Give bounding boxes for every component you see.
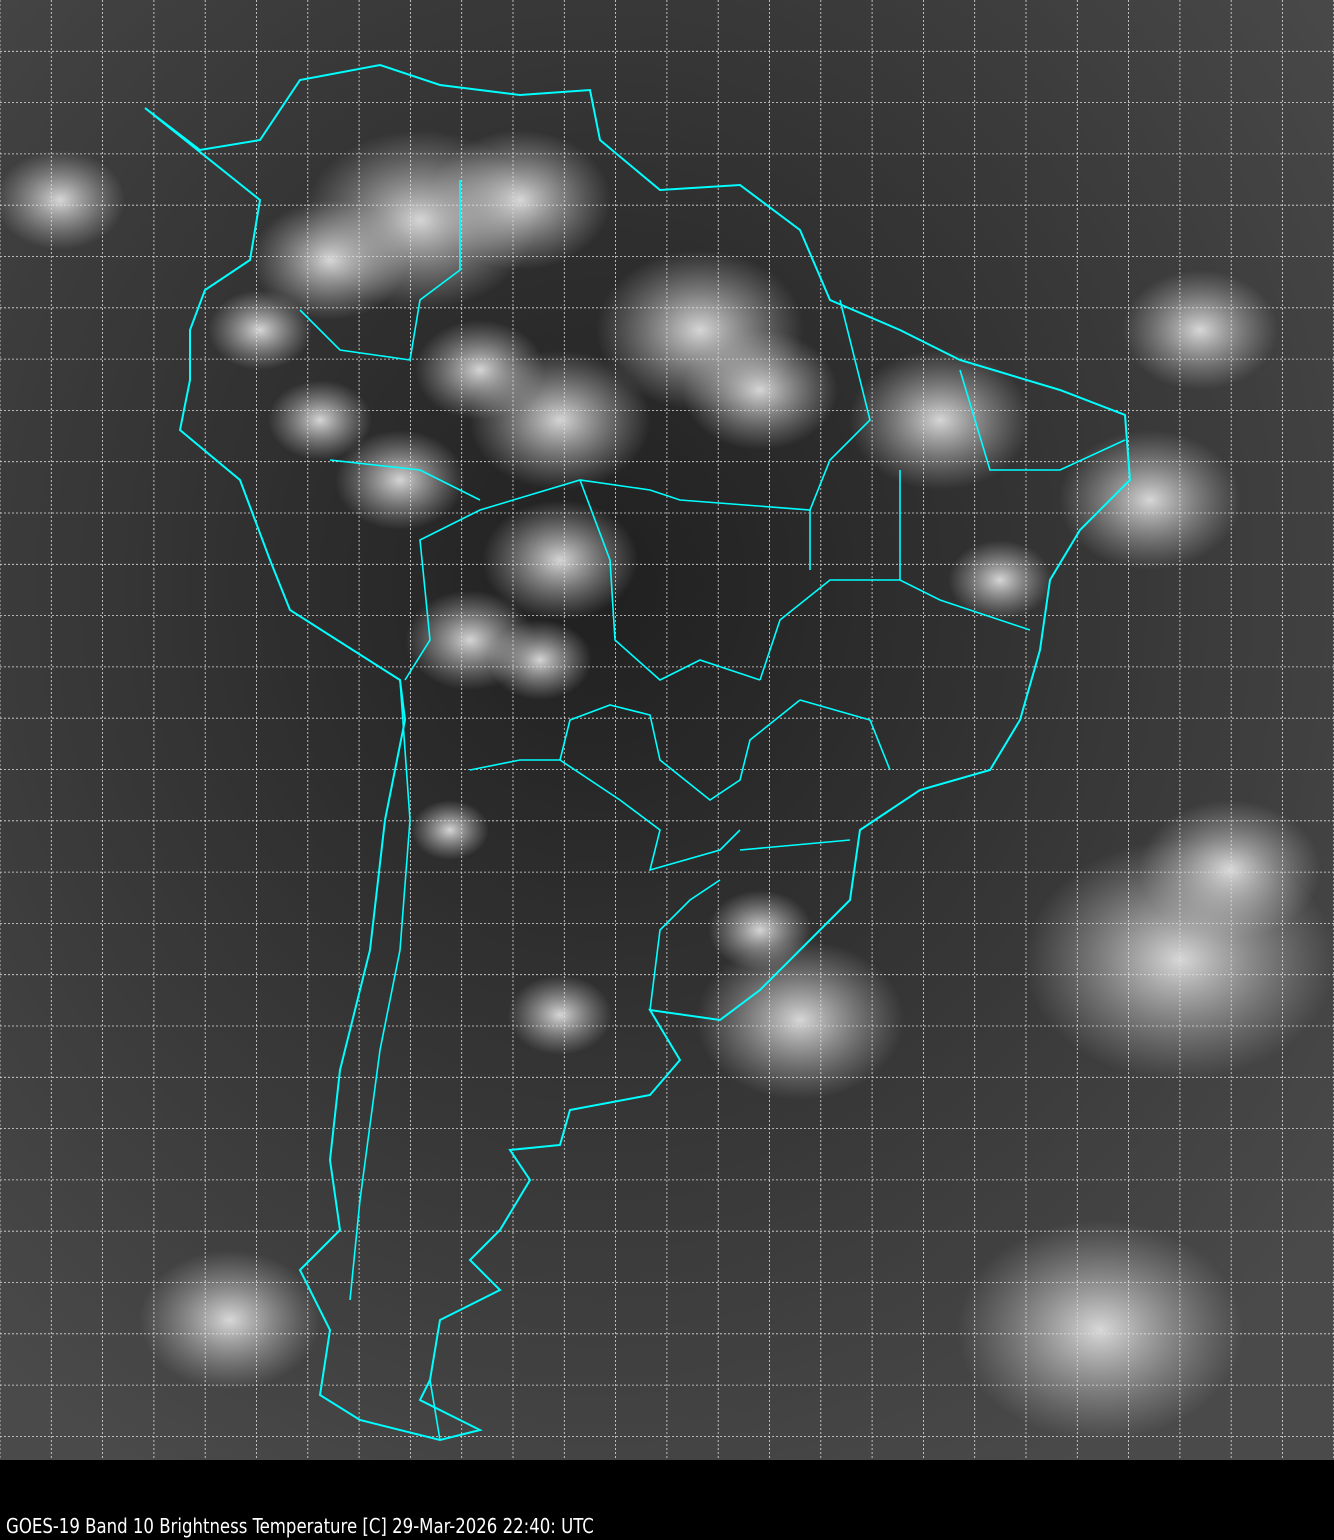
cloud (957, 1220, 1243, 1440)
border-line (579, 479, 761, 681)
cloud (708, 890, 812, 970)
cloud (849, 350, 1031, 490)
border-line (299, 180, 461, 361)
border-line (329, 459, 481, 501)
cloud (405, 590, 535, 690)
cloud (139, 1250, 321, 1390)
cloud (1139, 800, 1321, 940)
cloud (1122, 270, 1278, 390)
cloud (508, 975, 612, 1055)
border-line (739, 839, 851, 851)
lat-lon-grid (0, 0, 1334, 1460)
border-line (469, 759, 741, 872)
cloud (268, 380, 372, 460)
cloud (0, 150, 125, 250)
border-line (759, 579, 1031, 681)
cloud (208, 290, 312, 370)
cloud-layer (0, 130, 1334, 1440)
border-line (559, 699, 801, 801)
image-caption: GOES-19 Band 10 Brightness Temperature [… (6, 1514, 594, 1538)
border-line (649, 879, 721, 1011)
cloud (415, 320, 545, 420)
cloud (429, 130, 611, 270)
cloud (696, 940, 904, 1100)
border-line (959, 369, 1126, 471)
continent-outline (144, 63, 1132, 1442)
cloud (682, 330, 838, 450)
border-line (349, 679, 411, 1301)
border-line (404, 299, 871, 681)
cloud (1059, 430, 1241, 570)
border-line (429, 1379, 441, 1441)
satellite-map (0, 0, 1334, 1460)
border-line (799, 699, 891, 771)
country-borders (299, 180, 1126, 1441)
cloud (335, 430, 465, 530)
cloud (411, 800, 489, 860)
cloud (252, 200, 408, 320)
